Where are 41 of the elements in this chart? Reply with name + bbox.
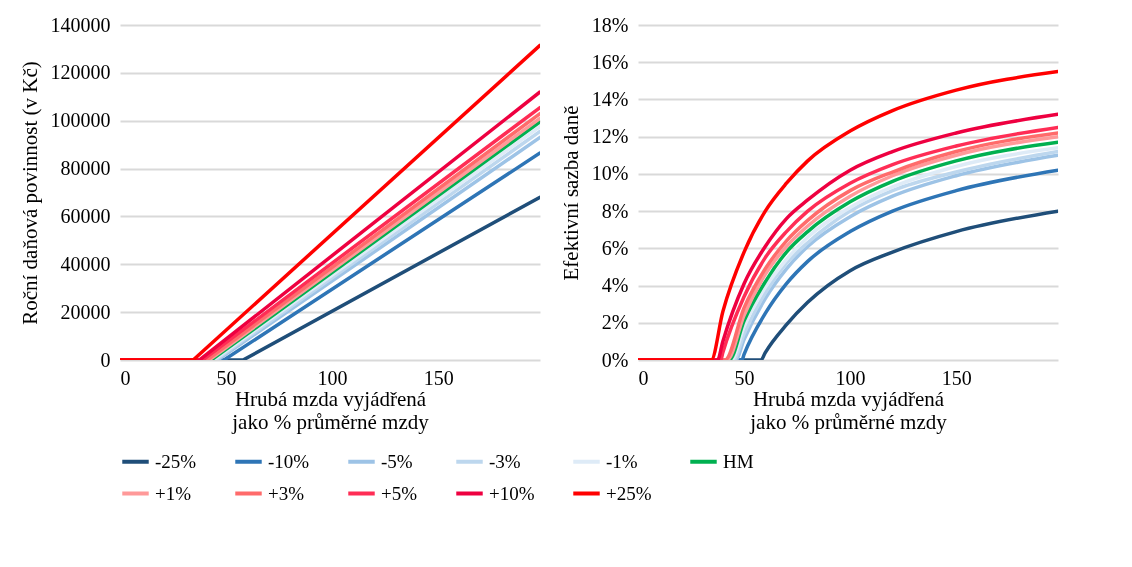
y-tick-label: 18%	[591, 13, 629, 36]
legend-label: +25%	[606, 482, 652, 504]
y-axis-title: Efektivní sazba daně	[558, 105, 583, 281]
x-tick-label: 0	[638, 366, 649, 389]
y-axis-title: Roční daňová povinnost (v Kč)	[17, 61, 42, 325]
legend-label: +10%	[489, 482, 535, 504]
legend-label: -10%	[268, 450, 310, 472]
y-tick-label: 4%	[601, 274, 629, 297]
legend-label: +1%	[155, 482, 192, 504]
legend-label: +3%	[268, 482, 305, 504]
y-tick-label: 10%	[591, 162, 629, 185]
y-tick-label: 140000	[50, 13, 111, 36]
y-tick-label: 6%	[601, 236, 629, 259]
x-tick-label: 50	[216, 366, 237, 389]
x-axis-title: Hrubá mzda vyjádřená jako % průměrné mzdy	[231, 386, 430, 434]
y-tick-label: 60000	[60, 204, 111, 227]
legend-label: -1%	[606, 450, 638, 472]
legend-label: -3%	[489, 450, 521, 472]
y-tick-label: 8%	[601, 199, 629, 222]
y-tick-label: 0	[100, 348, 111, 371]
legend-label: -25%	[155, 450, 197, 472]
legend-label: -5%	[381, 450, 413, 472]
legend-label: HM	[723, 450, 754, 472]
x-tick-label: 50	[734, 366, 755, 389]
x-tick-label: 150	[423, 366, 454, 389]
y-tick-label: 40000	[60, 252, 111, 275]
y-tick-label: 16%	[591, 50, 629, 73]
y-tick-label: 2%	[601, 311, 629, 334]
y-tick-label: 0%	[601, 348, 629, 371]
y-tick-label: 80000	[60, 157, 111, 180]
y-tick-label: 20000	[60, 300, 111, 323]
x-tick-label: 100	[317, 366, 348, 389]
y-tick-label: 120000	[50, 61, 111, 84]
y-tick-label: 14%	[591, 87, 629, 110]
x-tick-label: 150	[941, 366, 972, 389]
x-tick-label: 100	[835, 366, 866, 389]
y-tick-label: 12%	[591, 125, 629, 148]
y-tick-label: 100000	[50, 109, 111, 132]
x-axis-title: Hrubá mzda vyjádřená jako % průměrné mzdy	[749, 386, 948, 434]
legend-label: +5%	[381, 482, 418, 504]
x-tick-label: 0	[120, 366, 131, 389]
